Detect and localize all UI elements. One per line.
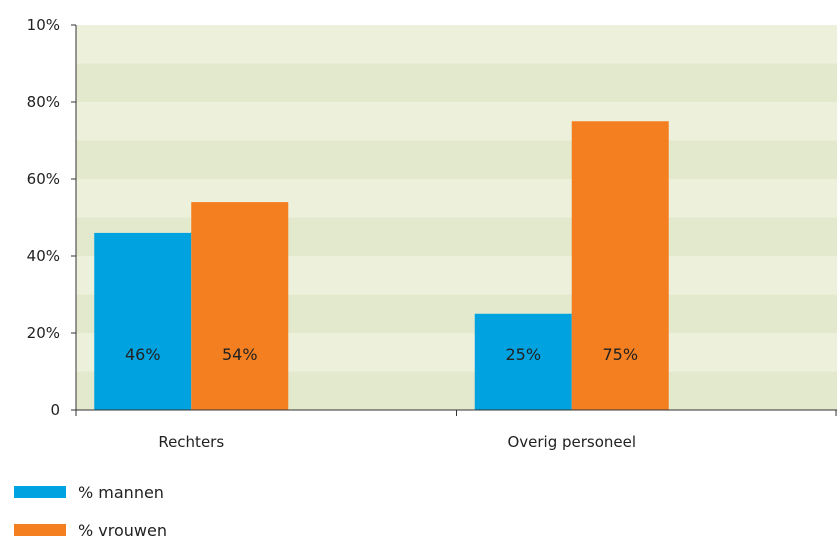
x-tick-label: Rechters [158, 433, 224, 451]
legend-label-vrouwen: % vrouwen [78, 520, 167, 540]
bar-vrouwen-0 [191, 202, 289, 410]
y-tick-label: 80% [27, 93, 60, 111]
legend-item-mannen: % mannen [14, 482, 167, 502]
grid-band [76, 179, 837, 218]
y-tick-label: 40% [27, 247, 60, 265]
legend-item-vrouwen: % vrouwen [14, 520, 167, 540]
data-label: 25% [505, 345, 541, 364]
legend-label-mannen: % mannen [78, 482, 164, 502]
bars-group [94, 121, 669, 410]
x-tick-label: Overig personeel [507, 433, 636, 451]
data-label: 46% [125, 345, 161, 364]
grid-band [76, 140, 837, 179]
grid-band [76, 63, 837, 102]
grid-band [76, 102, 837, 141]
y-tick-label: 20% [27, 324, 60, 342]
axes-group [71, 24, 837, 416]
data-label: 75% [602, 345, 638, 364]
bar-mannen-1 [474, 313, 572, 410]
labels-group: 46% 54% Rechters 25% 75% Overig personeel 0 20%… [27, 16, 638, 451]
y-tick-label: 10% [27, 16, 60, 34]
legend-swatch-mannen [14, 486, 66, 498]
bar-vrouwen-1 [571, 121, 669, 410]
y-tick-label: 0 [50, 401, 60, 419]
y-tick-label: 60% [27, 170, 60, 188]
legend: % mannen % vrouwen [14, 482, 167, 558]
data-label: 54% [222, 345, 258, 364]
bar-chart: 46% 54% Rechters 25% 75% Overig personeel 0 20%… [27, 16, 837, 451]
bar-mannen-0 [94, 232, 192, 410]
legend-swatch-vrouwen [14, 524, 66, 536]
grid-band [76, 25, 837, 64]
